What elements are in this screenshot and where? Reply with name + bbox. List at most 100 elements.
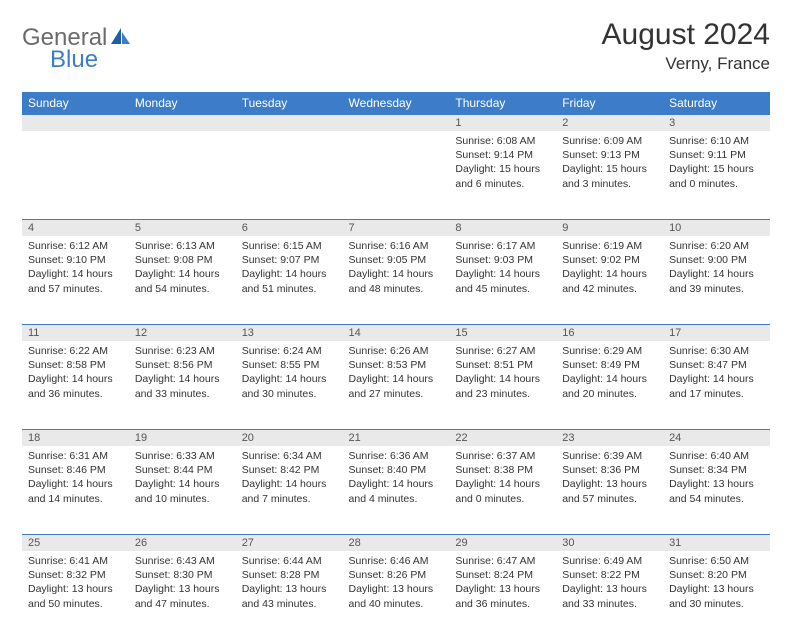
daylight-line: Daylight: 13 hours and 33 minutes. [562,582,657,610]
day-number: 4 [22,220,129,237]
day-cell: Sunrise: 6:47 AMSunset: 8:24 PMDaylight:… [449,551,556,639]
day-header: Monday [129,92,236,115]
day-cell: Sunrise: 6:13 AMSunset: 9:08 PMDaylight:… [129,236,236,325]
day-cell: Sunrise: 6:37 AMSunset: 8:38 PMDaylight:… [449,446,556,535]
sunrise-line: Sunrise: 6:19 AM [562,239,657,253]
day-cell [22,131,129,220]
sunset-line: Sunset: 8:51 PM [455,358,550,372]
daylight-line: Daylight: 14 hours and 48 minutes. [349,267,444,295]
location-label: Verny, France [602,54,770,74]
daylight-line: Daylight: 14 hours and 0 minutes. [455,477,550,505]
day-number-row: 45678910 [22,220,770,237]
day-cell: Sunrise: 6:19 AMSunset: 9:02 PMDaylight:… [556,236,663,325]
day-cell: Sunrise: 6:44 AMSunset: 8:28 PMDaylight:… [236,551,343,639]
daylight-line: Daylight: 14 hours and 45 minutes. [455,267,550,295]
day-number [129,115,236,132]
sunset-line: Sunset: 8:30 PM [135,568,230,582]
sunrise-line: Sunrise: 6:17 AM [455,239,550,253]
sunset-line: Sunset: 8:56 PM [135,358,230,372]
day-cell [343,131,450,220]
day-cell: Sunrise: 6:50 AMSunset: 8:20 PMDaylight:… [663,551,770,639]
day-cell: Sunrise: 6:46 AMSunset: 8:26 PMDaylight:… [343,551,450,639]
day-cell: Sunrise: 6:22 AMSunset: 8:58 PMDaylight:… [22,341,129,430]
day-cell: Sunrise: 6:10 AMSunset: 9:11 PMDaylight:… [663,131,770,220]
day-number: 6 [236,220,343,237]
daylight-line: Daylight: 13 hours and 50 minutes. [28,582,123,610]
sunset-line: Sunset: 9:13 PM [562,148,657,162]
sunrise-line: Sunrise: 6:37 AM [455,449,550,463]
day-number: 11 [22,325,129,342]
day-cell: Sunrise: 6:36 AMSunset: 8:40 PMDaylight:… [343,446,450,535]
day-number: 10 [663,220,770,237]
day-number: 21 [343,430,450,447]
day-number: 2 [556,115,663,132]
day-number: 25 [22,535,129,552]
day-content-row: Sunrise: 6:41 AMSunset: 8:32 PMDaylight:… [22,551,770,639]
sunrise-line: Sunrise: 6:31 AM [28,449,123,463]
sunset-line: Sunset: 8:44 PM [135,463,230,477]
day-number: 20 [236,430,343,447]
day-number: 17 [663,325,770,342]
day-number: 24 [663,430,770,447]
day-cell: Sunrise: 6:43 AMSunset: 8:30 PMDaylight:… [129,551,236,639]
sunset-line: Sunset: 8:42 PM [242,463,337,477]
daylight-line: Daylight: 14 hours and 17 minutes. [669,372,764,400]
day-content-row: Sunrise: 6:22 AMSunset: 8:58 PMDaylight:… [22,341,770,430]
day-header: Friday [556,92,663,115]
sunrise-line: Sunrise: 6:34 AM [242,449,337,463]
logo-text-blue: Blue [50,46,98,73]
sunrise-line: Sunrise: 6:50 AM [669,554,764,568]
daylight-line: Daylight: 14 hours and 23 minutes. [455,372,550,400]
day-cell: Sunrise: 6:29 AMSunset: 8:49 PMDaylight:… [556,341,663,430]
sunset-line: Sunset: 8:26 PM [349,568,444,582]
day-number: 7 [343,220,450,237]
sunset-line: Sunset: 8:49 PM [562,358,657,372]
day-cell: Sunrise: 6:49 AMSunset: 8:22 PMDaylight:… [556,551,663,639]
day-number: 18 [22,430,129,447]
day-number-row: 11121314151617 [22,325,770,342]
day-cell: Sunrise: 6:39 AMSunset: 8:36 PMDaylight:… [556,446,663,535]
day-header-row: SundayMondayTuesdayWednesdayThursdayFrid… [22,92,770,115]
day-header: Sunday [22,92,129,115]
daylight-line: Daylight: 14 hours and 57 minutes. [28,267,123,295]
sunrise-line: Sunrise: 6:29 AM [562,344,657,358]
day-number [343,115,450,132]
sunrise-line: Sunrise: 6:12 AM [28,239,123,253]
day-number: 31 [663,535,770,552]
sunset-line: Sunset: 9:02 PM [562,253,657,267]
daylight-line: Daylight: 15 hours and 0 minutes. [669,162,764,190]
day-number: 28 [343,535,450,552]
day-cell: Sunrise: 6:09 AMSunset: 9:13 PMDaylight:… [556,131,663,220]
day-cell: Sunrise: 6:17 AMSunset: 9:03 PMDaylight:… [449,236,556,325]
sunrise-line: Sunrise: 6:43 AM [135,554,230,568]
sunrise-line: Sunrise: 6:10 AM [669,134,764,148]
daylight-line: Daylight: 13 hours and 47 minutes. [135,582,230,610]
sunrise-line: Sunrise: 6:16 AM [349,239,444,253]
sunrise-line: Sunrise: 6:49 AM [562,554,657,568]
sunset-line: Sunset: 8:58 PM [28,358,123,372]
daylight-line: Daylight: 14 hours and 27 minutes. [349,372,444,400]
sunset-line: Sunset: 8:24 PM [455,568,550,582]
daylight-line: Daylight: 15 hours and 6 minutes. [455,162,550,190]
sunrise-line: Sunrise: 6:23 AM [135,344,230,358]
daylight-line: Daylight: 14 hours and 36 minutes. [28,372,123,400]
sunset-line: Sunset: 8:28 PM [242,568,337,582]
sunset-line: Sunset: 9:00 PM [669,253,764,267]
day-number [236,115,343,132]
day-header: Saturday [663,92,770,115]
sunset-line: Sunset: 8:46 PM [28,463,123,477]
day-number: 29 [449,535,556,552]
daylight-line: Daylight: 15 hours and 3 minutes. [562,162,657,190]
sunset-line: Sunset: 9:14 PM [455,148,550,162]
sunset-line: Sunset: 8:34 PM [669,463,764,477]
daylight-line: Daylight: 13 hours and 43 minutes. [242,582,337,610]
day-header: Tuesday [236,92,343,115]
sunrise-line: Sunrise: 6:47 AM [455,554,550,568]
sunset-line: Sunset: 9:08 PM [135,253,230,267]
daylight-line: Daylight: 14 hours and 4 minutes. [349,477,444,505]
daylight-line: Daylight: 14 hours and 51 minutes. [242,267,337,295]
day-header: Wednesday [343,92,450,115]
day-cell: Sunrise: 6:15 AMSunset: 9:07 PMDaylight:… [236,236,343,325]
sunrise-line: Sunrise: 6:33 AM [135,449,230,463]
day-number: 1 [449,115,556,132]
